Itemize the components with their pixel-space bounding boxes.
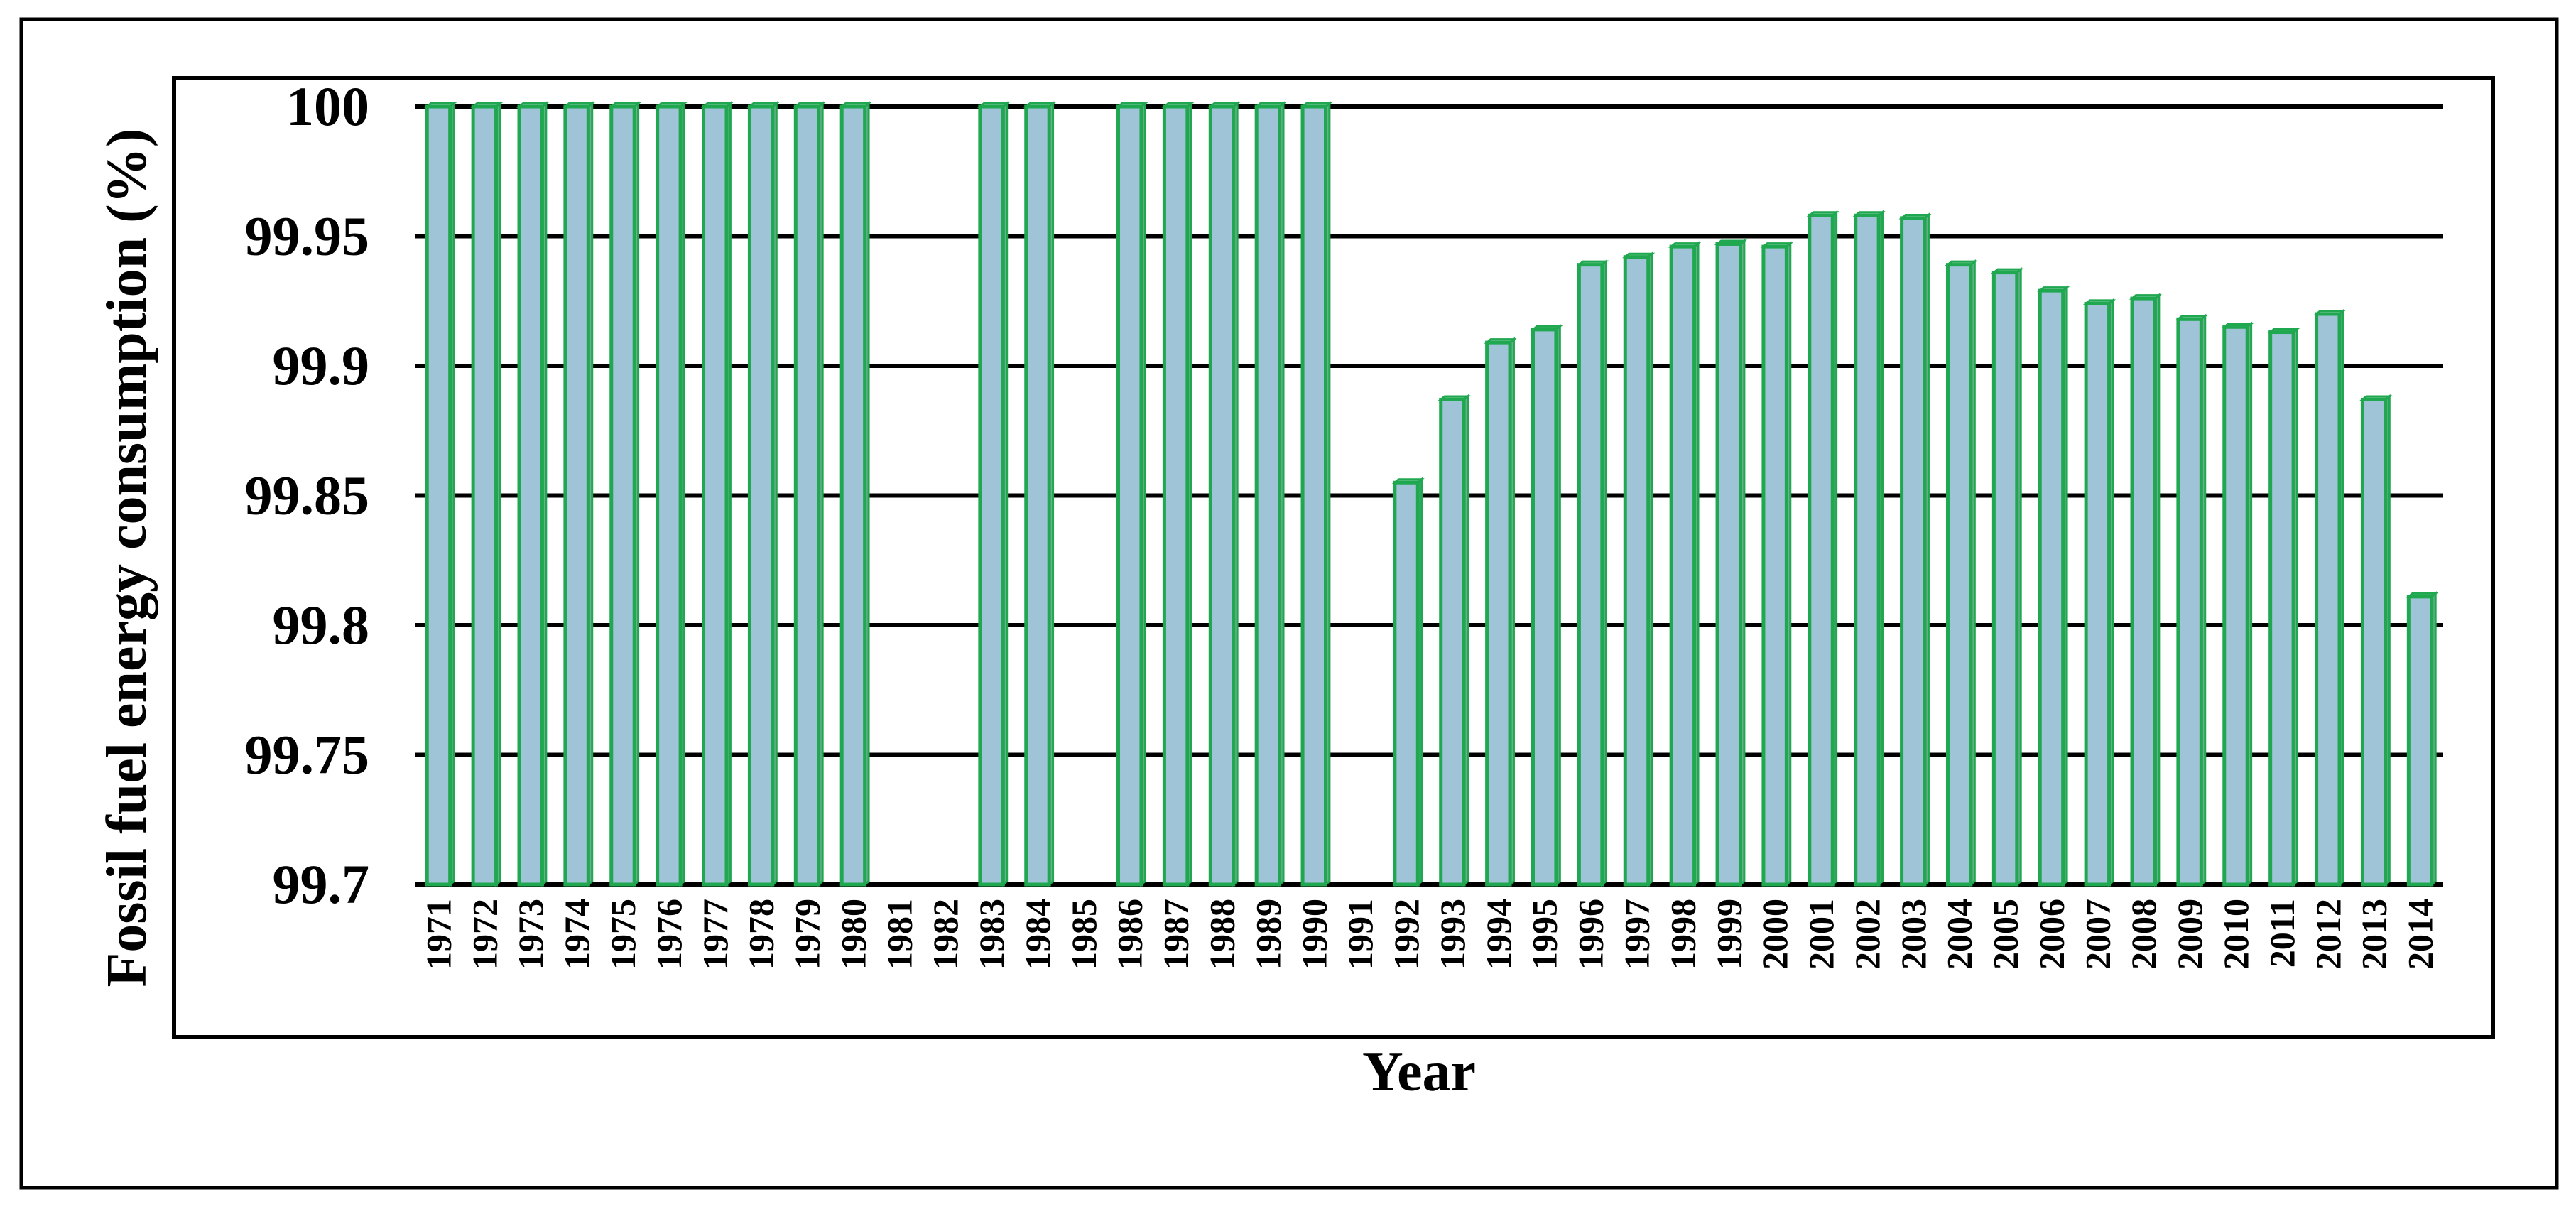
bar xyxy=(608,101,641,887)
bar xyxy=(469,101,504,887)
x-tick-label: 2010 xyxy=(2216,899,2256,970)
x-tick-label: 1983 xyxy=(972,899,1011,970)
x-tick-label: 2007 xyxy=(2077,899,2117,970)
bar xyxy=(2082,298,2116,887)
x-tick-label: 1988 xyxy=(1202,899,1242,970)
x-tick-label: 2001 xyxy=(1801,899,1841,970)
bar xyxy=(1299,101,1333,887)
bars xyxy=(424,101,2439,887)
x-tick-label: 1979 xyxy=(788,899,827,970)
bar xyxy=(1254,101,1287,887)
bar xyxy=(1991,266,2024,887)
y-tick-label: 99.85 xyxy=(245,465,370,526)
y-tick-labels: 99.7 99.75 99.8 99.85 99.9 99.95 100 xyxy=(245,75,370,915)
x-tick-label: 1972 xyxy=(464,899,504,970)
x-tick-label: 1989 xyxy=(1248,899,1288,970)
bar xyxy=(1760,241,1793,887)
x-tick-label: 1982 xyxy=(925,899,965,970)
bar xyxy=(2406,591,2439,887)
bar xyxy=(2313,308,2347,887)
bar xyxy=(1576,259,1609,887)
x-tick-label: 1998 xyxy=(1663,899,1702,970)
x-tick-label: 1999 xyxy=(1709,899,1749,970)
x-tick-label: 1997 xyxy=(1616,899,1656,970)
y-tick-label: 99.9 xyxy=(273,335,370,396)
bar xyxy=(746,101,780,887)
bar xyxy=(1207,101,1241,887)
x-tick-label: 2002 xyxy=(1847,899,1887,970)
x-tick-label: 2004 xyxy=(1940,899,1979,970)
bar xyxy=(654,101,688,887)
y-tick-label: 99.8 xyxy=(273,594,370,656)
x-tick-label: 1973 xyxy=(511,899,550,970)
bar xyxy=(1852,210,1886,887)
x-tick-label: 1984 xyxy=(1018,899,1058,970)
x-tick-label: 1992 xyxy=(1386,899,1426,970)
bar xyxy=(1945,259,1978,887)
x-tick-label: 1987 xyxy=(1156,899,1196,970)
bar xyxy=(2129,293,2163,887)
bar xyxy=(977,101,1010,887)
x-tick-label: 1975 xyxy=(603,899,643,970)
y-tick-label: 100 xyxy=(286,75,369,137)
y-tick-label: 99.7 xyxy=(273,853,370,915)
bar xyxy=(1391,477,1425,887)
bar xyxy=(1530,324,1563,887)
x-tick-label: 2012 xyxy=(2308,899,2348,970)
bar xyxy=(2175,313,2208,887)
x-tick-label: 1980 xyxy=(833,899,873,970)
x-tick-label: 2006 xyxy=(2031,899,2071,970)
y-tick-label: 99.95 xyxy=(245,205,370,267)
x-tick-label: 2009 xyxy=(2170,899,2210,970)
bar xyxy=(700,101,734,887)
x-tick-label: 2014 xyxy=(2401,899,2440,970)
bar xyxy=(2037,285,2070,887)
x-tick-label: 1994 xyxy=(1479,899,1518,970)
x-tick-label: 1974 xyxy=(557,899,597,970)
x-tick-label: 1986 xyxy=(1110,899,1150,970)
x-axis-title: Year xyxy=(1362,1041,1476,1103)
bar xyxy=(516,101,549,887)
x-tick-label: 2011 xyxy=(2262,899,2302,968)
bar xyxy=(1714,238,1748,887)
x-tick-label: 2008 xyxy=(2124,899,2163,970)
x-tick-labels: 1971 1972 1973 1974 1975 1976 1977 1978 1979 1980… xyxy=(418,899,2440,970)
bar xyxy=(1438,394,1471,887)
x-tick-label: 1993 xyxy=(1433,899,1472,970)
bar xyxy=(793,101,826,887)
bar xyxy=(1898,212,1932,887)
bar xyxy=(562,101,595,887)
x-tick-label: 1976 xyxy=(649,899,689,970)
x-tick-label: 1991 xyxy=(1340,899,1380,970)
bar xyxy=(2267,326,2300,887)
x-tick-label: 1990 xyxy=(1294,899,1334,970)
bar xyxy=(1115,101,1148,887)
bar xyxy=(424,101,457,887)
x-tick-label: 2013 xyxy=(2354,899,2394,970)
bar xyxy=(1023,101,1056,887)
x-tick-label: 1981 xyxy=(879,899,919,970)
x-tick-label: 2005 xyxy=(1986,899,2026,970)
y-tick-label: 99.75 xyxy=(245,724,370,786)
x-tick-label: 2000 xyxy=(1755,899,1795,970)
x-tick-label: 1971 xyxy=(418,899,458,970)
bar xyxy=(2359,394,2393,887)
bar xyxy=(839,101,872,887)
x-tick-label: 1977 xyxy=(695,899,735,970)
x-tick-label: 1996 xyxy=(1571,899,1611,970)
bar xyxy=(1622,251,1656,887)
bar xyxy=(1668,241,1702,887)
bar xyxy=(1161,101,1195,887)
x-tick-label: 1995 xyxy=(1525,899,1565,970)
y-axis-title: Fossil fuel energy consumption (%) xyxy=(96,129,158,987)
x-tick-label: 1985 xyxy=(1064,899,1104,970)
bar xyxy=(1806,210,1839,887)
bar xyxy=(1484,337,1517,887)
x-tick-label: 2003 xyxy=(1893,899,1933,970)
x-tick-label: 1978 xyxy=(741,899,781,970)
bar xyxy=(2221,321,2254,887)
